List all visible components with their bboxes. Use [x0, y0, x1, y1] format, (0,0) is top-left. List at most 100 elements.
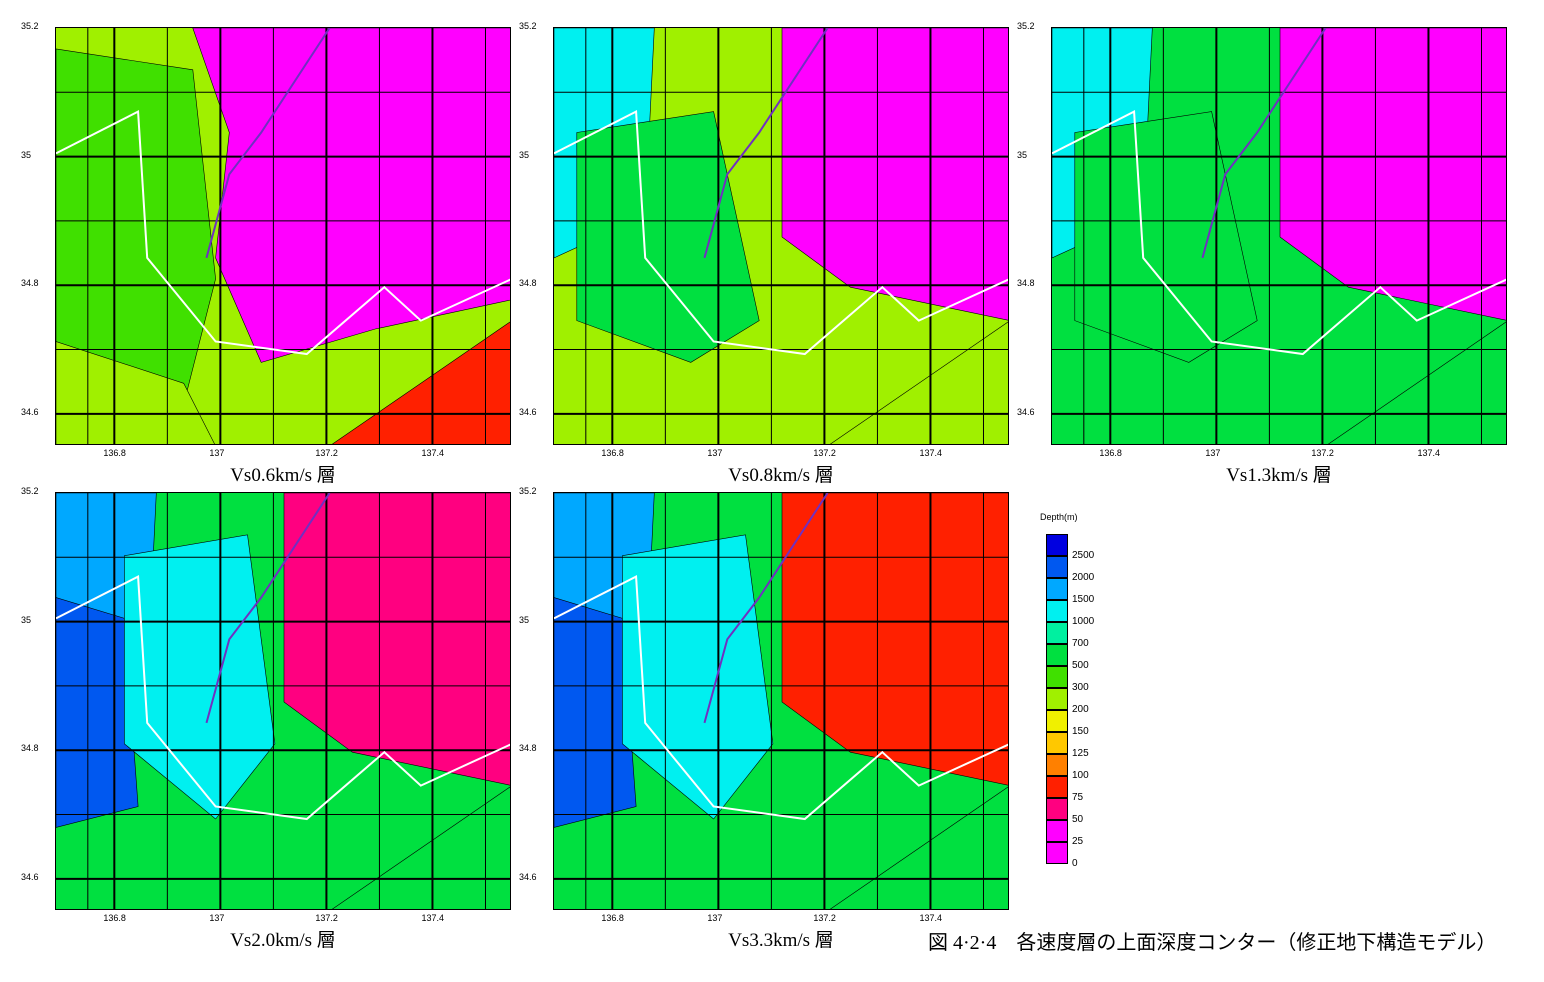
legend-value: 2500	[1072, 550, 1095, 561]
coastline	[56, 110, 510, 356]
legend-value: 500	[1072, 660, 1089, 671]
y-tick-label: 34.6	[21, 871, 39, 882]
legend-title: Depth(m)	[1040, 512, 1078, 522]
x-tick-label: 137.4	[919, 913, 942, 923]
y-tick-label: 34.8	[21, 278, 39, 289]
depth-region	[576, 111, 760, 363]
legend-swatch	[1046, 600, 1068, 622]
fault-line	[703, 493, 829, 724]
y-tick-label: 35.2	[21, 486, 39, 496]
legend-swatch	[1046, 622, 1068, 644]
y-tick-label: 34.6	[519, 871, 537, 882]
legend-swatch	[1046, 754, 1068, 776]
x-tick-label: 137.2	[813, 913, 836, 923]
x-tick-label: 137	[707, 448, 723, 458]
x-tick-label: 137	[1205, 448, 1221, 458]
x-tick-label: 136.8	[103, 913, 126, 923]
y-tick-label: 34.8	[1017, 278, 1035, 289]
legend-value: 2000	[1072, 572, 1095, 583]
panel-title: Vs3.3km/s 層	[728, 930, 834, 951]
x-tick-label: 137.2	[1311, 448, 1334, 458]
y-tick-label: 35.2	[519, 486, 537, 496]
legend-value: 75	[1072, 792, 1084, 803]
legend-value: 1500	[1072, 594, 1095, 605]
y-tick-label: 35	[519, 614, 530, 625]
x-tick-label: 136.8	[601, 913, 624, 923]
depth-region	[1074, 111, 1258, 363]
y-tick-label: 35	[21, 614, 32, 625]
legend-value: 200	[1072, 704, 1089, 715]
y-tick-label: 34.6	[21, 406, 39, 417]
y-tick-label: 34.8	[519, 278, 537, 289]
legend-swatch	[1046, 666, 1068, 688]
contour-svg	[554, 28, 1008, 444]
legend-swatch	[1046, 556, 1068, 578]
coastline	[554, 110, 1008, 356]
y-tick-label: 34.8	[519, 743, 537, 754]
legend-value: 25	[1072, 836, 1084, 847]
x-tick-label: 136.8	[601, 448, 624, 458]
legend-swatch	[1046, 842, 1068, 864]
legend-swatch	[1046, 688, 1068, 710]
coastline	[554, 575, 1008, 821]
legend-value: 50	[1072, 814, 1084, 825]
y-tick-label: 35	[1017, 149, 1028, 160]
depth-region	[554, 597, 637, 828]
panel-title: Vs2.0km/s 層	[230, 930, 336, 951]
legend-swatch	[1046, 644, 1068, 666]
panel-title: Vs1.3km/s 層	[1226, 465, 1332, 486]
x-tick-label: 137.4	[421, 448, 444, 458]
legend-value: 125	[1072, 748, 1089, 759]
x-tick-label: 137.4	[421, 913, 444, 923]
legend-swatch	[1046, 820, 1068, 842]
legend-value: 700	[1072, 638, 1089, 649]
contour-svg	[56, 493, 510, 909]
y-tick-label: 34.8	[21, 743, 39, 754]
x-tick-label: 137.4	[919, 448, 942, 458]
fault-line	[1201, 28, 1327, 259]
fault-line	[205, 493, 331, 724]
figure-caption: 図 4·2·4 各速度層の上面深度コンター（修正地下構造モデル）	[928, 932, 1497, 954]
y-tick-label: 35.2	[519, 21, 537, 31]
x-tick-label: 136.8	[103, 448, 126, 458]
contour-map	[1051, 27, 1507, 445]
contour-map	[55, 27, 511, 445]
panel-title: Vs0.6km/s 層	[230, 465, 336, 486]
x-tick-label: 137	[209, 448, 225, 458]
x-tick-label: 137.2	[315, 913, 338, 923]
x-tick-label: 137.4	[1417, 448, 1440, 458]
contour-svg	[554, 493, 1008, 909]
x-tick-label: 137	[707, 913, 723, 923]
contour-svg	[56, 28, 510, 444]
x-tick-label: 137	[209, 913, 225, 923]
legend-swatch	[1046, 578, 1068, 600]
contour-map	[55, 492, 511, 910]
legend-value: 150	[1072, 726, 1089, 737]
legend-swatch	[1046, 534, 1068, 556]
x-tick-label: 137.2	[315, 448, 338, 458]
y-tick-label: 35.2	[1017, 21, 1035, 31]
y-tick-label: 35	[21, 149, 32, 160]
coastline	[1052, 110, 1506, 356]
x-tick-label: 137.2	[813, 448, 836, 458]
contour-map	[553, 492, 1009, 910]
legend-swatch	[1046, 798, 1068, 820]
contour-svg	[1052, 28, 1506, 444]
y-tick-label: 34.6	[519, 406, 537, 417]
legend-value: 1000	[1072, 616, 1095, 627]
depth-region	[56, 48, 216, 426]
x-tick-label: 136.8	[1099, 448, 1122, 458]
contour-map	[553, 27, 1009, 445]
fault-line	[703, 28, 829, 259]
legend-value: 300	[1072, 682, 1089, 693]
legend-swatch	[1046, 776, 1068, 798]
depth-region	[124, 534, 276, 820]
legend-swatch	[1046, 710, 1068, 732]
depth-region	[56, 597, 139, 828]
panel-title: Vs0.8km/s 層	[728, 465, 834, 486]
legend-value: 100	[1072, 770, 1089, 781]
legend-swatch	[1046, 732, 1068, 754]
depth-region	[622, 534, 774, 820]
legend-value: 0	[1072, 858, 1078, 869]
fault-line	[205, 28, 331, 259]
